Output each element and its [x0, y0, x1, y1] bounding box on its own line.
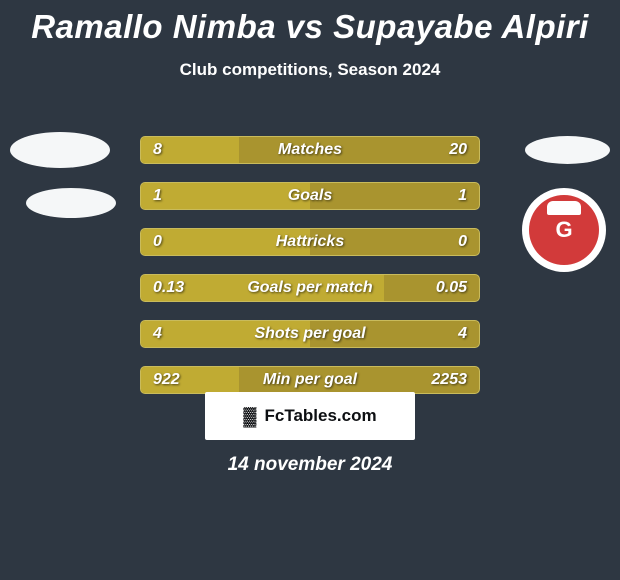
- stat-row: 1Goals1: [140, 182, 480, 210]
- stat-value-right: 2253: [419, 367, 479, 393]
- bars-container: 8Matches20 1Goals1 0Hattricks0 0.13Goals pe…: [140, 136, 480, 412]
- stat-value-right: 0.05: [424, 275, 479, 301]
- stat-label: Matches: [141, 137, 479, 163]
- stat-row: 922Min per goal2253: [140, 366, 480, 394]
- stat-label: Goals: [141, 183, 479, 209]
- stat-value-right: 20: [437, 137, 479, 163]
- source-badge-text: FcTables.com: [265, 406, 377, 426]
- stat-value-right: 1: [446, 183, 479, 209]
- page-subtitle: Club competitions, Season 2024: [0, 60, 620, 80]
- team-right-badge-letter: G: [555, 217, 572, 243]
- page-title: Ramallo Nimba vs Supayabe Alpiri: [0, 0, 620, 46]
- stat-value-right: 4: [446, 321, 479, 347]
- stat-row: 0Hattricks0: [140, 228, 480, 256]
- stat-value-right: 0: [446, 229, 479, 255]
- team-right-emblem-1: [525, 136, 610, 164]
- stat-label: Hattricks: [141, 229, 479, 255]
- team-left-emblem-2: [26, 188, 116, 218]
- stat-row: 0.13Goals per match0.05: [140, 274, 480, 302]
- stat-row: 4Shots per goal4: [140, 320, 480, 348]
- team-left-emblem-1: [10, 132, 110, 168]
- source-badge-icon: ▓: [243, 406, 256, 427]
- footer-date: 14 november 2024: [0, 454, 620, 476]
- source-badge: ▓ FcTables.com: [205, 392, 415, 440]
- stat-label: Shots per goal: [141, 321, 479, 347]
- team-right-badge-cap: [547, 201, 581, 215]
- team-right-emblem-2: G: [522, 188, 606, 272]
- team-right-badge: G: [529, 195, 599, 265]
- stat-row: 8Matches20: [140, 136, 480, 164]
